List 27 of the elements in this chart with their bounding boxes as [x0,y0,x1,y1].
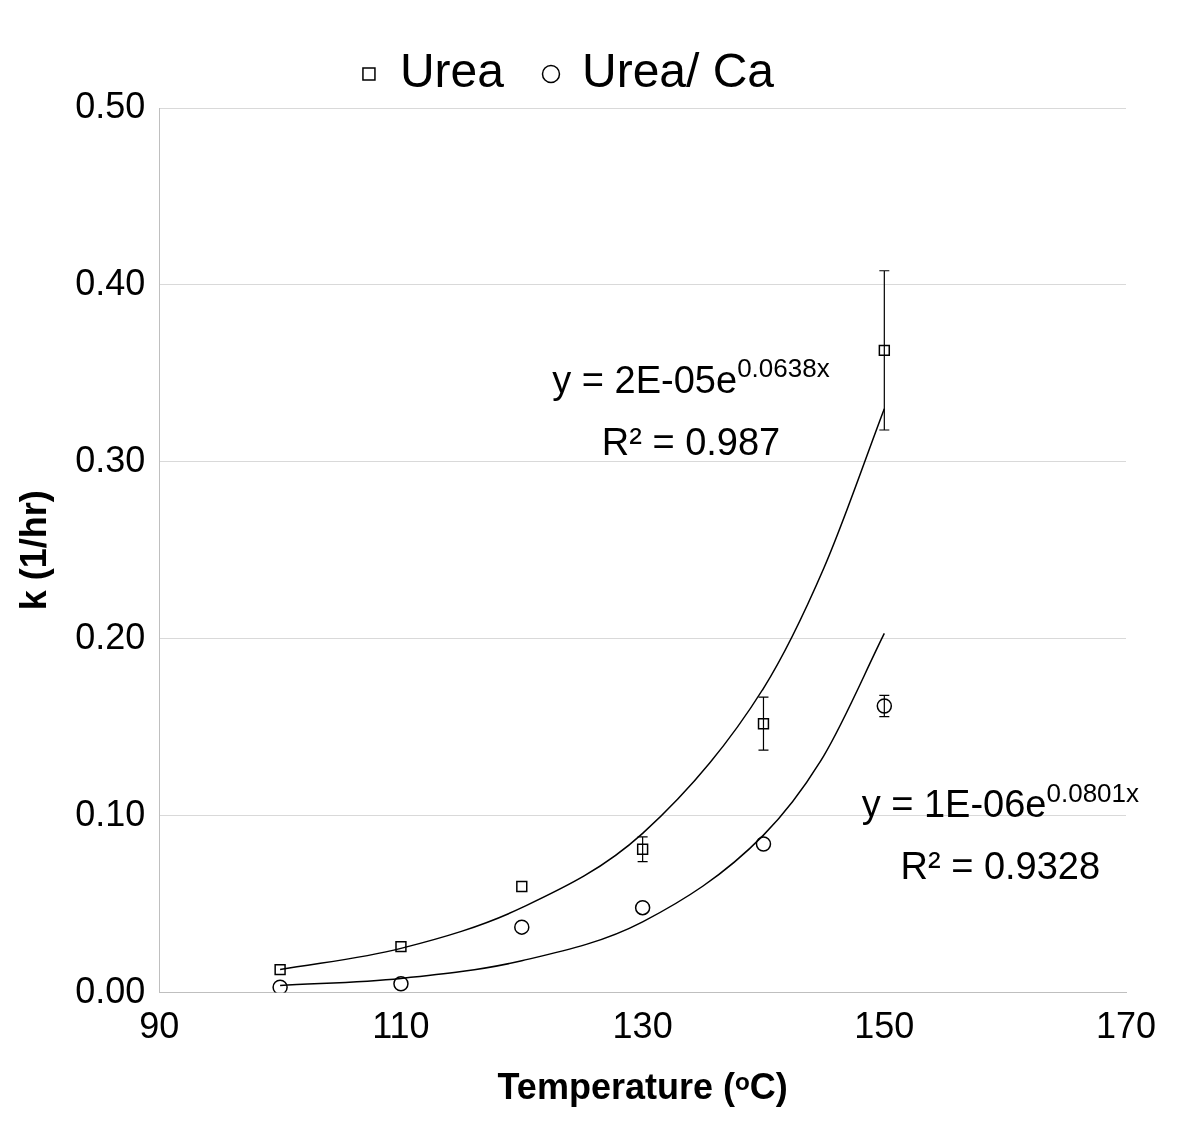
legend-label: Urea [399,44,505,98]
x-tick-label: 110 [372,1005,430,1047]
x-tick-label: 150 [854,1005,915,1047]
y-axis-title: k (1/hr) [12,490,54,611]
point [634,899,651,916]
point [636,843,649,855]
point [514,919,530,935]
point [757,717,770,730]
point [395,940,407,953]
point [274,963,286,976]
point [755,836,772,852]
annotation: R² = 0.9328 [900,845,1101,888]
y-tick-label: 0.30 [75,438,146,480]
x-axis-title: Temperature (ᵒC) [497,1066,788,1108]
point [272,979,288,993]
point [516,880,528,893]
point [876,698,893,714]
x-tick-label: 170 [1095,1005,1157,1047]
y-tick-label: 0.50 [75,84,146,126]
y-tick-label: 0.10 [75,792,146,834]
y-tick-label: 0.40 [75,261,146,303]
point [393,976,409,992]
annotation: R² = 0.987 [601,420,781,463]
legend-label: Urea/ Ca [581,44,775,98]
point [878,344,891,357]
y-tick-label: 0.20 [75,615,146,657]
x-tick-label: 130 [612,1005,673,1047]
